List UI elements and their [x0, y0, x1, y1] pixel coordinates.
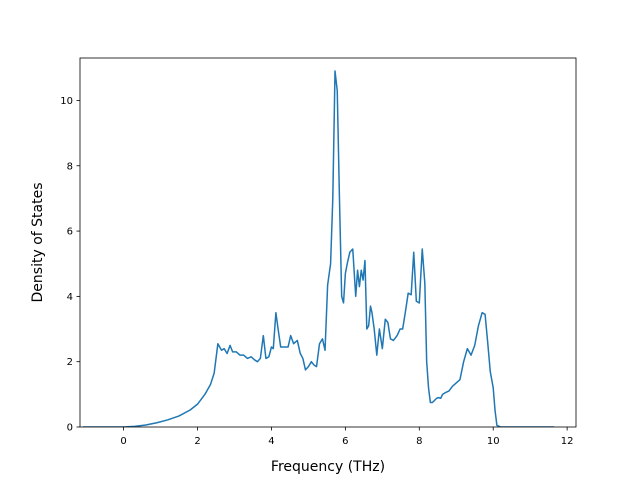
- y-tick-label: 6: [67, 227, 73, 238]
- x-axis-label: Frequency (THz): [271, 459, 385, 475]
- x-tick-label: 8: [416, 436, 422, 447]
- x-axis-ticks: 0 2 4 6 8 10 12: [120, 427, 573, 447]
- x-tick-label: 10: [487, 436, 500, 447]
- y-tick-label: 10: [60, 96, 73, 107]
- y-axis-ticks: 0 2 4 6 8 10: [60, 96, 80, 434]
- y-tick-label: 8: [67, 161, 73, 172]
- plot-area: [82, 70, 555, 427]
- x-tick-label: 4: [268, 436, 274, 447]
- y-axis-label: Density of States: [30, 183, 46, 303]
- x-tick-label: 2: [194, 436, 200, 447]
- y-tick-label: 2: [67, 357, 73, 368]
- y-tick-label: 0: [67, 423, 73, 434]
- x-tick-label: 12: [561, 436, 574, 447]
- y-tick-label: 4: [67, 292, 73, 303]
- dos-series-line: [82, 70, 555, 427]
- x-tick-label: 0: [120, 436, 126, 447]
- axes-frame: [79, 57, 577, 428]
- x-tick-label: 6: [342, 436, 348, 447]
